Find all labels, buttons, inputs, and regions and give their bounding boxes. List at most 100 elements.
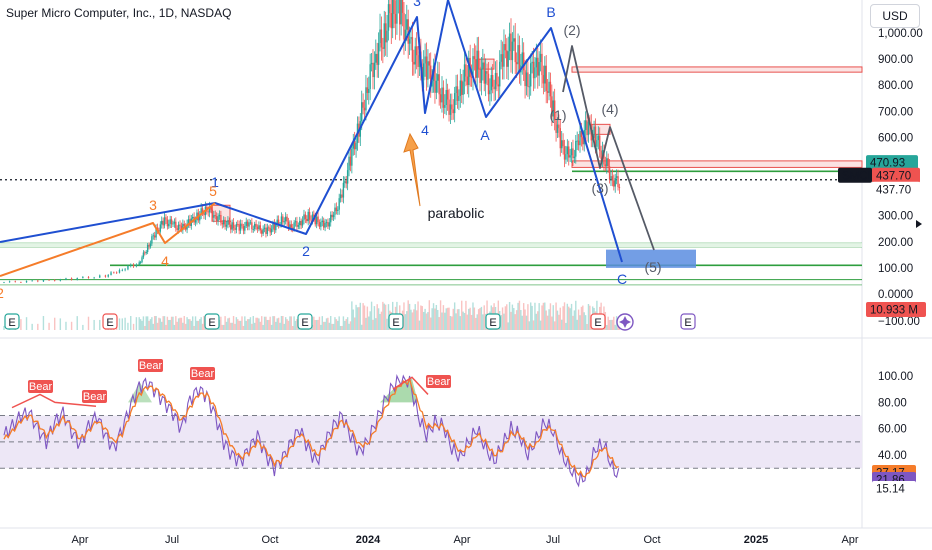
- currency-button[interactable]: USD: [870, 4, 920, 28]
- volume-bar: [186, 317, 188, 330]
- volume-bar: [462, 311, 464, 330]
- volume-bar: [576, 319, 578, 330]
- earnings-marker[interactable]: E: [485, 313, 501, 330]
- volume-bar: [338, 316, 340, 330]
- volume-bar: [221, 324, 223, 330]
- candle-body: [439, 94, 442, 103]
- candle-body: [313, 214, 315, 218]
- earnings-marker[interactable]: E: [388, 313, 404, 330]
- volume-bar: [410, 309, 412, 330]
- candle-body: [303, 214, 305, 221]
- candle-body: [503, 44, 505, 67]
- candle-body: [261, 230, 263, 234]
- scroll-right-icon[interactable]: [916, 220, 922, 228]
- candle-body: [199, 214, 201, 221]
- volume-bar: [20, 319, 22, 330]
- volume-bar: [565, 322, 567, 330]
- earnings-marker[interactable]: E: [590, 313, 606, 330]
- volume-bar: [356, 307, 359, 330]
- candle-body: [258, 225, 260, 230]
- volume-bar: [317, 319, 319, 330]
- candle-body: [153, 235, 156, 238]
- elliott-wave-orange: [0, 202, 216, 277]
- candle-body: [431, 80, 433, 87]
- volume-bar: [546, 315, 549, 330]
- volume-bar: [31, 323, 33, 330]
- volume-bar: [363, 305, 366, 330]
- volume-bar: [197, 320, 200, 330]
- volume-bar: [230, 322, 232, 330]
- candle-body: [182, 223, 184, 231]
- candle-body: [344, 181, 346, 183]
- price-tag-label: 10.933 M: [870, 305, 918, 317]
- volume-bar: [82, 324, 84, 330]
- candle-body: [65, 278, 67, 280]
- candle-body: [508, 33, 511, 52]
- rsi-tick-label: 40.00: [878, 450, 907, 462]
- candle-body: [477, 50, 480, 67]
- price-tag-label: 437.70: [876, 184, 911, 196]
- wave-label: parabolic: [428, 205, 485, 221]
- volume-bar: [380, 311, 383, 330]
- volume-bar: [444, 312, 446, 330]
- volume-bar: [477, 309, 480, 330]
- volume-bar: [242, 325, 245, 330]
- candle-body: [104, 275, 107, 277]
- volume-bar: [175, 316, 177, 330]
- candle-body: [161, 220, 163, 225]
- candle-body: [138, 262, 140, 265]
- candle-body: [201, 208, 204, 213]
- volume-bar: [383, 303, 385, 330]
- volume-bar: [352, 309, 354, 330]
- candle-body: [532, 61, 535, 79]
- candle-body: [566, 146, 569, 155]
- volume-bar: [434, 308, 436, 330]
- candle-body: [501, 54, 504, 67]
- event-marker[interactable]: [616, 313, 634, 331]
- earnings-marker[interactable]: E: [102, 313, 118, 330]
- volume-bar: [183, 316, 185, 330]
- volume-bar: [563, 302, 566, 330]
- rsi-layer: Bear Bear Bear Bear Bear: [0, 359, 862, 488]
- volume-bar: [558, 314, 560, 330]
- earnings-marker[interactable]: E: [4, 313, 20, 330]
- earnings-marker[interactable]: E: [204, 313, 220, 330]
- volume-bar: [580, 306, 583, 330]
- volume-bar: [314, 319, 316, 330]
- candle-body: [245, 221, 247, 226]
- volume-bar: [269, 316, 271, 330]
- volume-bar: [587, 304, 590, 330]
- volume-bar: [42, 316, 45, 330]
- parabolic-arrow-icon: [403, 132, 421, 207]
- volume-bar: [408, 303, 411, 330]
- candle-body: [146, 244, 149, 253]
- volume-bar: [253, 322, 256, 330]
- earnings-marker[interactable]: E: [680, 313, 696, 330]
- candle-body: [600, 150, 602, 159]
- volume-bar: [351, 301, 353, 330]
- volume-bar: [179, 317, 181, 330]
- candle-body: [203, 212, 205, 216]
- volume-bar: [327, 317, 329, 330]
- volume-bar: [199, 319, 201, 330]
- volume-bar: [146, 316, 149, 330]
- candle-body: [408, 39, 411, 44]
- volume-bar: [542, 302, 545, 330]
- candle-body: [611, 176, 614, 181]
- candle-body: [375, 53, 377, 63]
- volume-bar: [501, 307, 504, 330]
- candle-body: [486, 71, 488, 74]
- volume-bar: [193, 325, 195, 330]
- candle-body: [314, 217, 316, 225]
- candle-body: [286, 216, 288, 222]
- earnings-marker[interactable]: E: [297, 313, 313, 330]
- volume-bar: [270, 324, 273, 330]
- candle-body: [487, 73, 490, 95]
- volume-bar: [517, 302, 519, 330]
- volume-bar: [162, 316, 164, 330]
- candle-body: [610, 176, 612, 180]
- candle-body: [484, 71, 487, 84]
- wave-label: 1: [211, 174, 219, 190]
- volume-bar: [572, 315, 574, 330]
